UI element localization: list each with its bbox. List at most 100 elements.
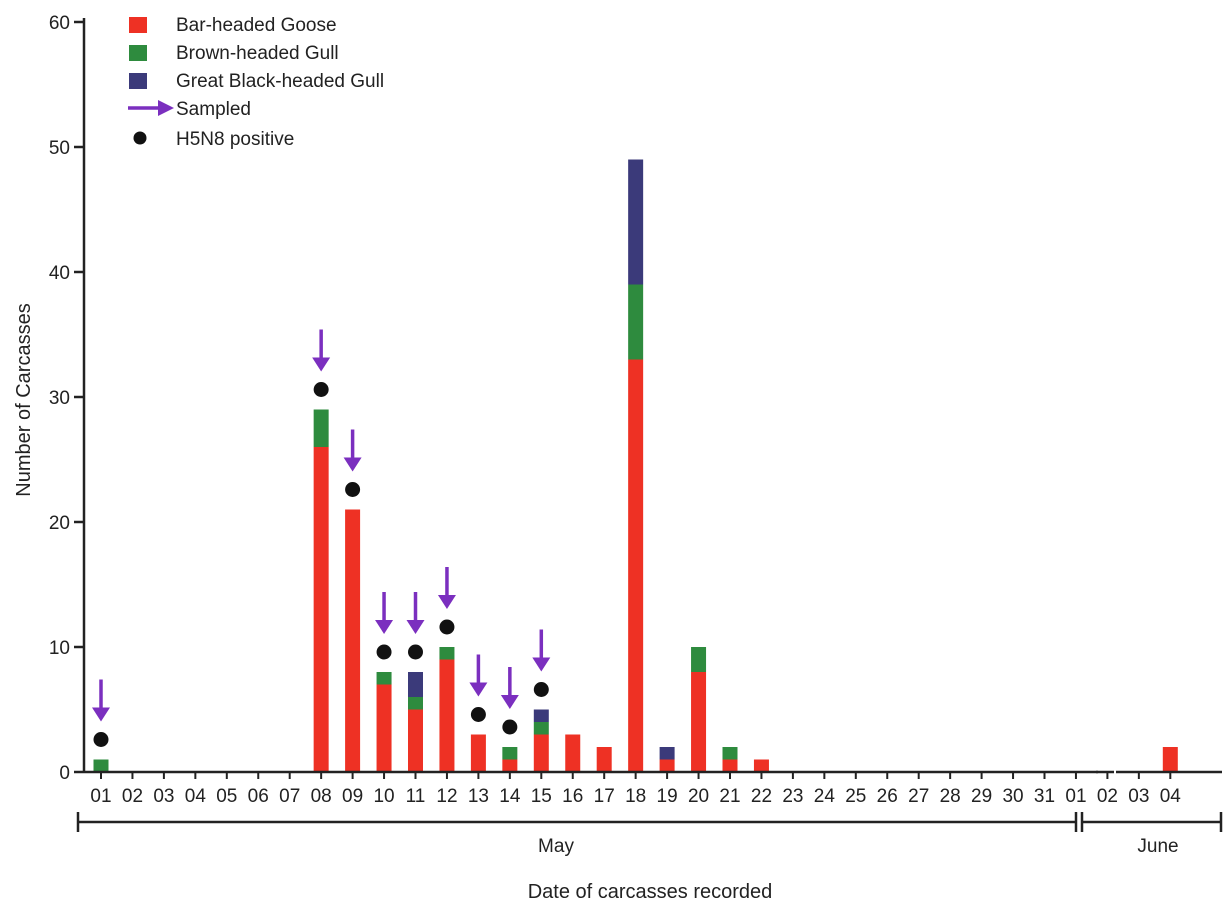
bar-segment (408, 709, 423, 772)
markers-layer (92, 329, 551, 747)
legend-label: Bar-headed Goose (176, 15, 337, 36)
bar-segment (628, 359, 644, 772)
y-tick-label: 60 (49, 13, 70, 34)
sampled-arrow-head (343, 457, 362, 472)
bar-segment (659, 759, 675, 772)
bar-segment (533, 734, 549, 772)
h5n8-positive-dot (93, 732, 109, 747)
x-tick-label: 06 (248, 786, 269, 807)
x-tick-label: 23 (782, 786, 803, 807)
bar-segment (376, 684, 392, 772)
sampled-arrow-head (312, 357, 331, 372)
legend-label: Sampled (176, 99, 251, 120)
bar-segment (313, 447, 329, 772)
bar-segment (565, 734, 581, 772)
x-tick-label: 08 (311, 786, 332, 807)
x-tick-label: 03 (153, 786, 174, 807)
bar-segment (691, 647, 707, 672)
legend-swatch (129, 17, 147, 33)
h5n8-positive-dot (439, 619, 455, 635)
x-tick-label: 02 (122, 786, 143, 807)
x-tick-label: 16 (562, 786, 583, 807)
x-tick-label: 01 (90, 786, 111, 807)
x-tick-label: 02 (1097, 786, 1118, 807)
x-tick-label: 25 (845, 786, 866, 807)
bar-segment (439, 659, 455, 772)
h5n8-positive-dot (408, 644, 423, 660)
h5n8-positive-dot (376, 644, 392, 660)
bar-segment (722, 759, 738, 772)
legend-label: Great Black-headed Gull (176, 71, 384, 92)
x-tick-label: 21 (719, 786, 740, 807)
x-tick-label: 30 (1002, 786, 1023, 807)
x-tick-label: 14 (499, 786, 521, 807)
x-tick-label: 03 (1128, 786, 1149, 807)
sampled-arrow-head (375, 620, 394, 634)
bar-segment (93, 759, 109, 772)
bar-segment (502, 759, 518, 772)
x-tick-label: 04 (185, 786, 207, 807)
bar-segment (596, 747, 612, 772)
h5n8-positive-dot (345, 482, 361, 497)
y-tick-label: 50 (49, 138, 70, 159)
x-tick-label: 18 (625, 786, 646, 807)
x-tick-label: 26 (877, 786, 898, 807)
x-tick-label: 09 (342, 786, 363, 807)
month-label: May (538, 836, 574, 857)
sampled-arrow-head (500, 695, 519, 709)
x-tick-label: 05 (216, 786, 237, 807)
x-tick-label: 22 (751, 786, 772, 807)
y-tick-label: 0 (59, 763, 70, 784)
x-tick-label: 20 (688, 786, 709, 807)
legend-label: H5N8 positive (176, 129, 294, 150)
x-tick-label: 12 (436, 786, 457, 807)
y-tick-label: 10 (49, 638, 70, 659)
sampled-arrow-head (92, 707, 110, 722)
x-tick-label: 17 (594, 786, 615, 807)
legend-arrow-icon (158, 100, 174, 116)
h5n8-positive-dot (533, 682, 549, 697)
bar-segment (753, 759, 769, 772)
bar-segment (376, 672, 392, 685)
bar-segment (439, 647, 455, 660)
month-label: June (1137, 836, 1178, 857)
bar-segment (628, 159, 644, 285)
bar-segment (722, 747, 738, 760)
x-tick-label: 19 (657, 786, 678, 807)
legend: Bar-headed Goose Brown-headed Gull Great B… (128, 15, 384, 150)
legend-swatch (129, 73, 147, 89)
x-tick-label: 04 (1160, 786, 1182, 807)
x-tick-label: 07 (279, 786, 300, 807)
h5n8-positive-dot (502, 719, 518, 735)
bar-segment (533, 722, 549, 735)
bars-layer (93, 159, 1178, 772)
h5n8-positive-dot (313, 382, 329, 397)
h5n8-positive-dot (470, 707, 486, 722)
sampled-arrow-head (437, 595, 456, 609)
sampled-arrow-head (532, 657, 551, 672)
legend-label: Brown-headed Gull (176, 43, 339, 64)
bar-segment (408, 672, 423, 697)
legend-dot-icon (133, 131, 147, 145)
bar-segment (659, 747, 675, 760)
bar-segment (313, 409, 329, 447)
bar-segment (1162, 747, 1178, 772)
bar-segment (502, 747, 518, 760)
x-tick-label: 28 (940, 786, 961, 807)
y-tick-label: 40 (49, 263, 70, 284)
x-tick-label: 11 (406, 786, 426, 807)
y-tick-label: 20 (49, 513, 70, 534)
bar-segment (533, 709, 549, 722)
x-tick-label: 13 (468, 786, 489, 807)
x-tick-label: 29 (971, 786, 992, 807)
x-tick-label: 01 (1065, 786, 1086, 807)
x-tick-label: 10 (373, 786, 394, 807)
x-tick-label: 15 (531, 786, 552, 807)
x-tick-label: 31 (1034, 786, 1055, 807)
x-tick-label: 27 (908, 786, 929, 807)
bar-segment (408, 697, 423, 710)
bar-segment (628, 284, 644, 360)
